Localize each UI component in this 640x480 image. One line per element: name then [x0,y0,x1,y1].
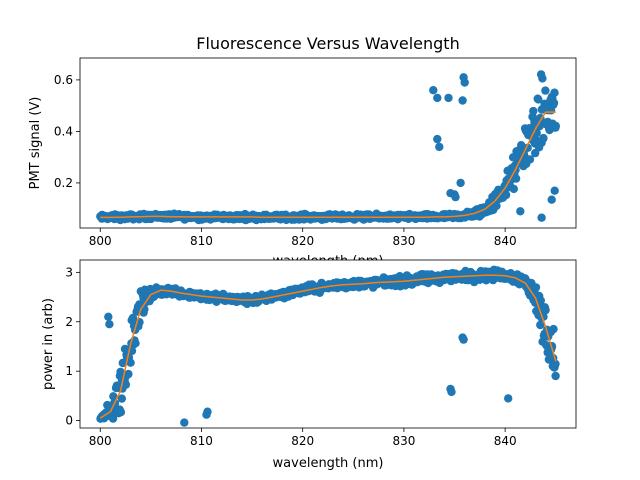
power-data-point [531,283,541,292]
power-data-point [536,320,545,330]
power-x-ticks: 800 810 820 830 840 [89,428,517,448]
power-y-tick-label: 0 [65,414,73,428]
power-x-tick-label: 830 [392,434,415,448]
power-data-point [109,392,118,401]
power-outlier-point [504,394,513,403]
power-data-point [126,358,135,367]
power-outlier-point [447,387,456,397]
power-data-point [551,371,560,381]
pmt-data-point [529,106,538,116]
pmt-data-point [511,174,521,183]
chart-title: Fluorescence Versus Wavelength [196,34,459,53]
power-axes-frame [79,259,577,429]
pmt-x-ticks: 800 810 820 830 840 [89,228,517,248]
pmt-y-tick-label: 0.2 [54,176,73,190]
pmt-axes-frame [79,57,577,229]
power-data-point [121,380,131,389]
power-data-point [124,369,133,379]
pmt-data-point [501,190,511,200]
power-y-tick-label: 2 [65,315,73,329]
power-x-tick-label: 810 [190,434,213,448]
power-outlier-point [203,407,212,416]
pmt-outlier-point [451,192,460,202]
power-fit-line [99,274,557,419]
pmt-outlier-point [458,96,467,105]
pmt-data-point [538,74,547,83]
power-data-point [128,313,138,323]
pmt-fit-line [100,111,556,219]
power-data-point [108,414,118,423]
pmt-y-ticks: 0.2 0.4 0.6 [54,73,80,190]
power-y-axis-label: power in (arb) [41,298,56,390]
power-x-tick-label: 820 [291,434,314,448]
power-data-point [131,339,140,348]
power-outlier-point [104,312,113,321]
power-y-tick-label: 3 [65,265,73,279]
power-outlier-point [459,335,468,344]
pmt-y-axis-label: PMT signal (V) [28,97,43,190]
pmt-outlier-point [456,178,465,188]
power-y-ticks: 0 1 2 3 [65,265,80,428]
pmt-outlier-point [537,213,546,222]
pmt-x-tick-label: 820 [291,234,314,248]
pmt-x-tick-label: 830 [392,234,415,248]
pmt-data-point [509,184,518,194]
power-data-point [116,408,126,417]
pmt-outlier-point [516,207,525,216]
pmt-data-point [539,133,548,143]
power-outlier-point [180,418,189,427]
power-x-tick-label: 840 [494,434,517,448]
power-data-point [541,305,550,315]
pmt-data-point [525,155,535,164]
pmt-data-point [541,86,550,95]
pmt-data-point [534,95,543,104]
pmt-outlier-point [429,86,438,95]
power-data-point [536,296,545,305]
power-x-tick-label: 800 [89,434,112,448]
pmt-outlier-point [550,186,559,195]
pmt-outlier-point [433,93,442,103]
pmt-y-tick-label: 0.4 [54,124,73,138]
pmt-data-point [550,88,559,97]
power-data-point [549,324,558,334]
power-x-axis-label: wavelength (nm) [273,456,384,471]
pmt-y-tick-label: 0.6 [54,73,73,87]
pmt-data-point [549,98,559,108]
pmt-outlier-points [429,73,559,222]
power-y-tick-label: 1 [65,364,73,378]
pmt-outlier-point [433,134,442,144]
pmt-x-tick-label: 800 [89,234,112,248]
pmt-x-tick-label: 840 [494,234,517,248]
pmt-outlier-point [547,195,556,204]
pmt-data-point [551,121,560,131]
pmt-outlier-point [444,93,453,103]
pmt-outlier-point [460,78,469,87]
pmt-outlier-point [435,142,444,152]
power-data-point [551,359,560,369]
pmt-data-point [492,201,501,210]
pmt-x-tick-label: 810 [190,234,213,248]
axes-power-in: 800 810 820 830 840 0 1 2 3 wavelength (nm) pow… [41,259,577,471]
power-outlier-points [104,312,513,427]
power-outlier-point [105,320,114,329]
power-data-point [117,394,127,403]
